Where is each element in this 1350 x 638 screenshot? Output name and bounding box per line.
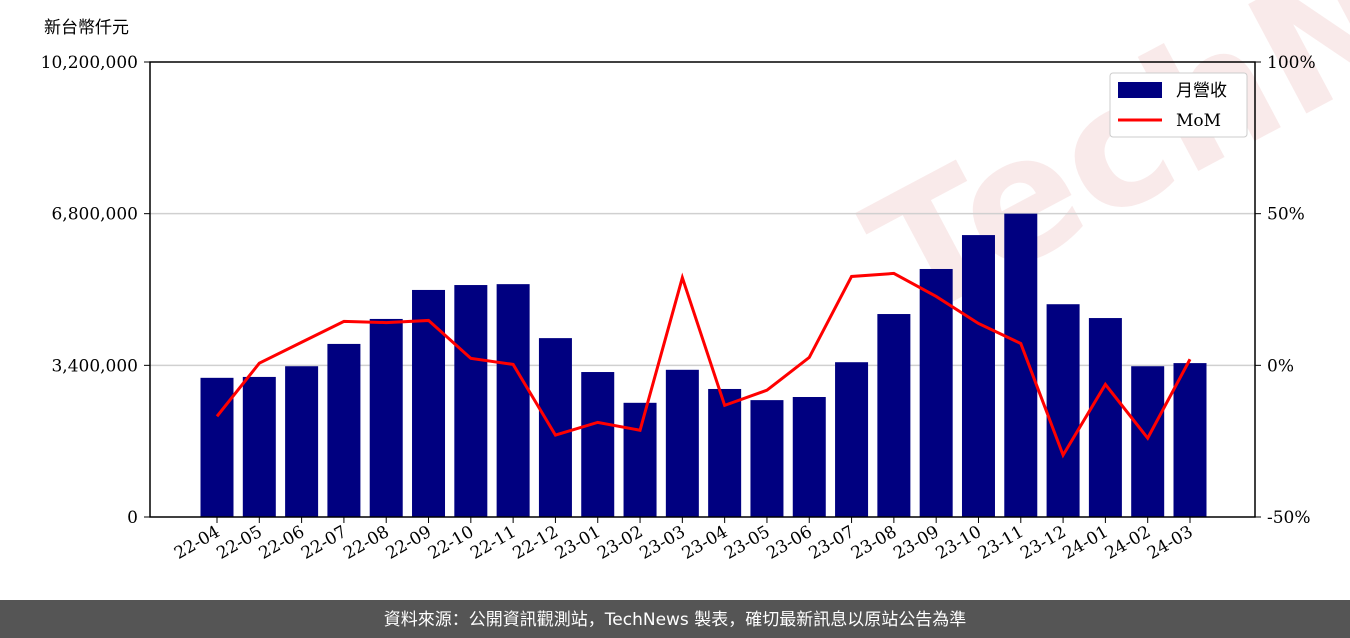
line (215, 271, 1192, 459)
x-tick-label: 23-11 (975, 522, 1027, 564)
bar (412, 289, 446, 517)
x-tick-label: 22-11 (467, 522, 519, 564)
bar (1004, 213, 1038, 517)
bar (369, 318, 403, 517)
x-tick-label: 23-06 (763, 522, 815, 564)
y2-tick-label: 50% (1267, 205, 1305, 225)
bar (496, 284, 530, 517)
x-tick-label: 23-05 (721, 522, 773, 564)
bar (1173, 363, 1207, 517)
x-tick-label: 23-03 (636, 522, 688, 564)
y2-tick-label: 100% (1267, 53, 1316, 73)
y-tick-label: 6,800,000 (51, 205, 138, 225)
x-tick-label: 23-10 (933, 522, 985, 564)
bar (961, 235, 995, 517)
x-tick-label: 24-03 (1144, 522, 1196, 564)
y-tick-label: 0 (127, 508, 138, 528)
legend-label: MoM (1176, 111, 1221, 131)
plot-frame (149, 61, 1256, 518)
x-tick-label: 22-08 (340, 522, 392, 564)
y-tick-label: 3,400,000 (51, 356, 138, 376)
x-tick-label: 24-01 (1059, 522, 1111, 564)
x-tick-label: 22-05 (213, 522, 265, 564)
x-tick-label: 23-02 (594, 522, 646, 564)
bar (200, 377, 234, 517)
x-tick-label: 24-02 (1102, 522, 1154, 564)
x-tick-label: 22-12 (509, 522, 561, 564)
bar (327, 343, 361, 517)
footer-bar (0, 600, 1350, 638)
x-tick-label: 22-07 (298, 522, 350, 564)
bar (708, 388, 742, 517)
bar (581, 372, 615, 517)
x-tick-label: 22-09 (383, 522, 435, 564)
bar (454, 285, 488, 517)
bar (242, 376, 276, 517)
bar (538, 338, 572, 517)
x-tick-label: 22-06 (256, 522, 308, 564)
y-axis-label: 新台幣仟元 (44, 18, 129, 38)
x-tick-label: 23-12 (1017, 522, 1069, 564)
x-tick-label: 23-08 (848, 522, 900, 564)
x-tick-label: 23-04 (679, 522, 731, 564)
bar (1131, 366, 1165, 517)
bar (1088, 318, 1122, 517)
bar (877, 314, 911, 517)
bar (623, 402, 657, 517)
bar (665, 369, 699, 517)
y2-tick-label: -50% (1267, 508, 1311, 528)
x-tick-label: 23-01 (552, 522, 604, 564)
footer: 資料來源：公開資訊觀測站，TechNews 製表，確切最新訊息以原站公告為準 (384, 610, 966, 630)
bar (919, 268, 953, 517)
x-tick-label: 23-07 (806, 522, 858, 564)
x-tick-label: 22-10 (425, 522, 477, 564)
legend-label: 月營收 (1176, 81, 1227, 101)
bar (285, 366, 319, 517)
bar (1046, 304, 1080, 517)
x-tick-label: 22-04 (171, 522, 223, 564)
y-tick-label: 10,200,000 (41, 53, 138, 73)
legend-swatch (1118, 82, 1162, 98)
x-tick-label: 23-09 (890, 522, 942, 564)
bar (750, 400, 784, 517)
bar (835, 362, 869, 517)
y2-tick-label: 0% (1267, 356, 1294, 376)
bar (792, 397, 826, 517)
